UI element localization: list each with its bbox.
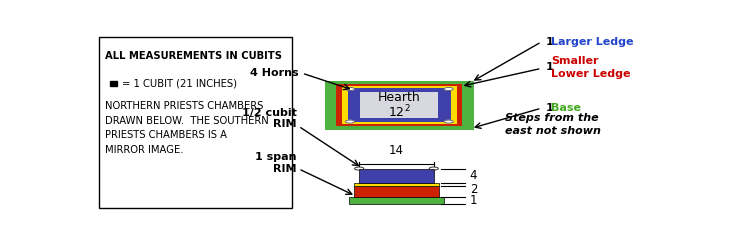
Text: = 1 CUBIT (21 INCHES): = 1 CUBIT (21 INCHES) — [122, 78, 238, 89]
Bar — [99, 37, 292, 208]
Text: 2: 2 — [470, 184, 477, 197]
Text: Smaller
Lower Ledge: Smaller Lower Ledge — [551, 56, 630, 79]
Text: 1: 1 — [545, 103, 557, 113]
Text: Base: Base — [551, 103, 582, 113]
Bar — [354, 186, 439, 197]
Text: Hearth: Hearth — [378, 91, 421, 104]
Bar — [325, 81, 474, 130]
Bar — [359, 169, 434, 183]
Bar — [354, 183, 439, 186]
Bar — [360, 92, 438, 118]
Text: ALL MEASUREMENTS IN CUBITS: ALL MEASUREMENTS IN CUBITS — [105, 51, 282, 61]
Text: 4: 4 — [470, 169, 477, 182]
Text: 1: 1 — [545, 37, 557, 47]
Circle shape — [444, 88, 453, 91]
Text: 4 Horns: 4 Horns — [250, 68, 299, 78]
Text: 1: 1 — [545, 62, 557, 72]
Circle shape — [346, 120, 354, 123]
Circle shape — [346, 88, 354, 91]
Bar — [336, 84, 462, 126]
Text: Larger Ledge: Larger Ledge — [551, 37, 633, 47]
Text: 12$^2$: 12$^2$ — [388, 104, 411, 120]
Bar — [110, 81, 117, 86]
Circle shape — [444, 120, 453, 123]
Bar — [342, 86, 457, 124]
Text: Steps from the
east not shown: Steps from the east not shown — [505, 113, 602, 136]
Text: NORTHERN PRIESTS CHAMBERS
DRAWN BELOW.  THE SOUTHERN
PRIESTS CHAMBERS IS A
MIRRO: NORTHERN PRIESTS CHAMBERS DRAWN BELOW. T… — [105, 102, 269, 155]
Text: 14: 14 — [389, 144, 404, 157]
Bar — [349, 197, 444, 204]
Text: 1 span
RIM: 1 span RIM — [255, 152, 297, 174]
Text: 1: 1 — [470, 194, 477, 207]
Text: 1/2 cubit
RIM: 1/2 cubit RIM — [242, 108, 297, 129]
Bar — [348, 88, 451, 122]
